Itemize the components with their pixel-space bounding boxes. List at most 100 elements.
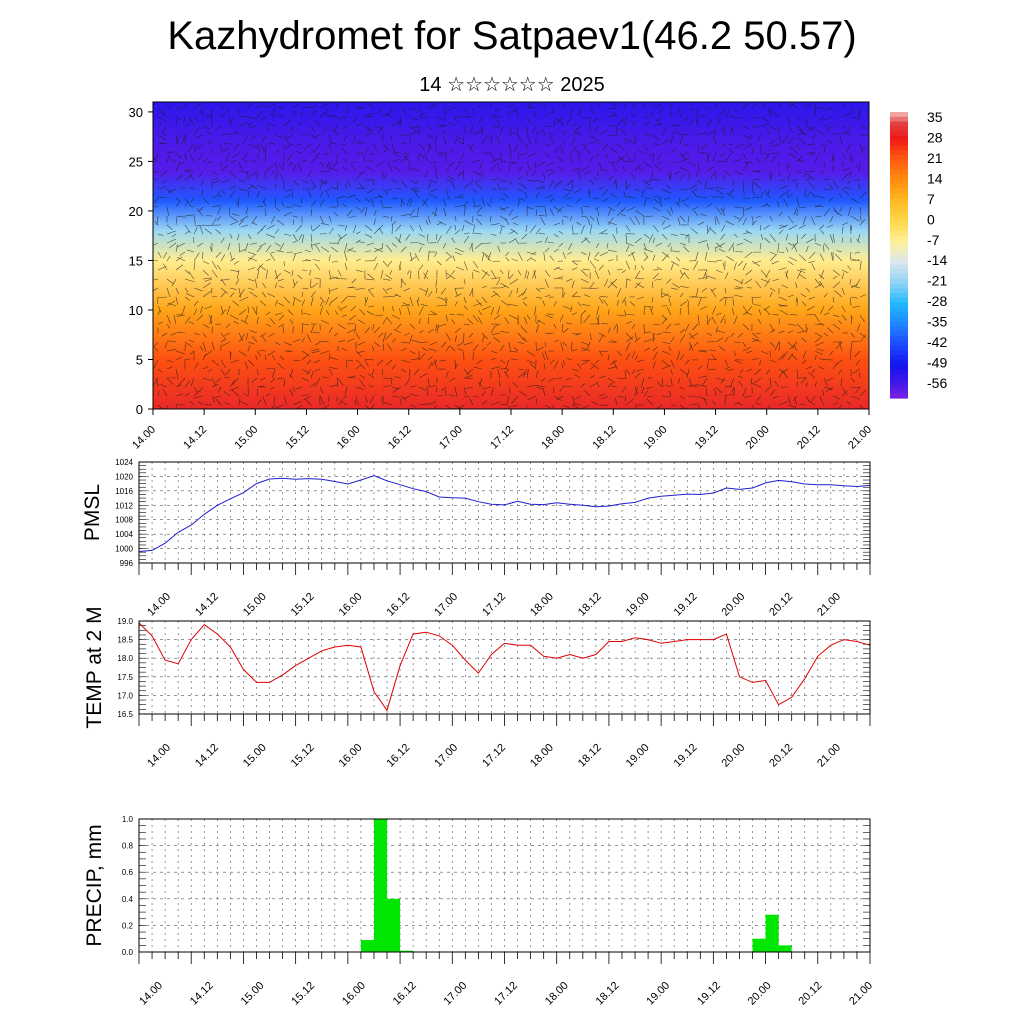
wind-barb (409, 241, 419, 244)
colorbar-segment (890, 240, 908, 247)
colorbar-segment (890, 121, 908, 127)
wind-barb (202, 366, 209, 370)
wind-barb (683, 143, 690, 147)
wind-barb (355, 350, 362, 357)
wind-barb (565, 322, 573, 325)
wind-barb (751, 332, 759, 339)
wind-barb (553, 339, 559, 343)
wind-barb (838, 404, 843, 409)
wind-barb (364, 133, 371, 136)
wind-barb (522, 302, 528, 307)
wind-barb (826, 327, 834, 334)
wind-barb (513, 222, 519, 226)
wind-barb (474, 242, 483, 250)
wind-barb (154, 197, 159, 204)
wind-barb (463, 171, 465, 181)
wind-barb (535, 346, 544, 352)
wind-barb (622, 166, 627, 172)
wind-barb (598, 393, 605, 397)
wind-barb (769, 287, 776, 292)
wind-barb (277, 362, 285, 370)
wind-barb (778, 170, 781, 177)
wind-barb (850, 342, 853, 352)
wind-barb (623, 103, 627, 109)
wind-barb (355, 359, 361, 364)
wind-barb (329, 287, 339, 292)
wind-barb (562, 385, 573, 388)
x-tick-label: 15.12 (289, 980, 317, 1008)
wind-barb (661, 359, 670, 367)
wind-barb (443, 108, 447, 118)
wind-barb (778, 353, 785, 361)
wind-barb (544, 278, 549, 288)
wind-barb (634, 337, 641, 343)
wind-barb (616, 268, 623, 271)
wind-barb (814, 242, 822, 247)
wind-barb (247, 103, 253, 109)
wind-barb (625, 242, 634, 247)
wind-barb (463, 296, 467, 304)
wind-barb (751, 215, 754, 225)
wind-barb (544, 152, 550, 157)
wind-barb (760, 191, 763, 199)
wind-barb (454, 204, 465, 208)
wind-barb (481, 139, 485, 145)
wind-barb (286, 350, 294, 353)
wind-barb (210, 107, 213, 117)
wind-barb (295, 404, 303, 410)
wind-barb (571, 137, 576, 145)
wind-barb (832, 233, 835, 243)
wind-barb (764, 190, 771, 199)
wind-barb (409, 209, 415, 217)
wind-barb (613, 360, 618, 370)
wind-barb (742, 206, 745, 216)
wind-barb (715, 312, 722, 316)
wind-barb (274, 272, 282, 280)
wind-barb (175, 215, 186, 218)
wind-barb (737, 260, 744, 267)
wind-barb (535, 228, 541, 235)
wind-barb (516, 287, 519, 294)
wind-barb (335, 101, 339, 109)
wind-barb (319, 199, 325, 208)
wind-barb (777, 242, 780, 253)
wind-barb (583, 314, 591, 323)
wind-barb (386, 287, 393, 291)
wind-barb (193, 126, 200, 136)
wind-barb (308, 189, 312, 199)
wind-barb (390, 215, 393, 222)
wind-barb (481, 285, 488, 289)
wind-barb (310, 282, 319, 289)
wind-barb (500, 300, 510, 307)
wind-barb (772, 395, 780, 399)
wind-barb (670, 260, 680, 267)
wind-barb (364, 250, 372, 253)
wind-barb (731, 307, 735, 316)
x-tick-label: 14.12 (193, 742, 221, 770)
wind-barb (526, 271, 530, 280)
wind-barb (320, 319, 330, 325)
wind-barb (655, 242, 663, 247)
wind-barb (694, 341, 699, 346)
wind-barb (562, 129, 567, 136)
wind-barb (723, 128, 726, 136)
wind-barb (292, 219, 294, 226)
wind-barb (434, 359, 438, 370)
wind-barb (580, 269, 588, 277)
wind-barb (368, 152, 375, 156)
wind-barb (247, 287, 254, 291)
wind-barb (643, 101, 647, 109)
wind-barb (295, 224, 303, 233)
colorbar-segment (890, 364, 908, 370)
wind-barb (772, 278, 780, 282)
wind-barb (330, 246, 339, 253)
wind-barb (625, 341, 631, 352)
wind-barb (560, 341, 564, 352)
wind-barb (601, 169, 609, 172)
wind-barb (805, 152, 815, 156)
wind-barb (715, 160, 726, 163)
wind-barb (463, 386, 467, 395)
wind-barb (724, 110, 730, 118)
wind-barb (496, 305, 501, 315)
wind-barb (377, 194, 384, 199)
